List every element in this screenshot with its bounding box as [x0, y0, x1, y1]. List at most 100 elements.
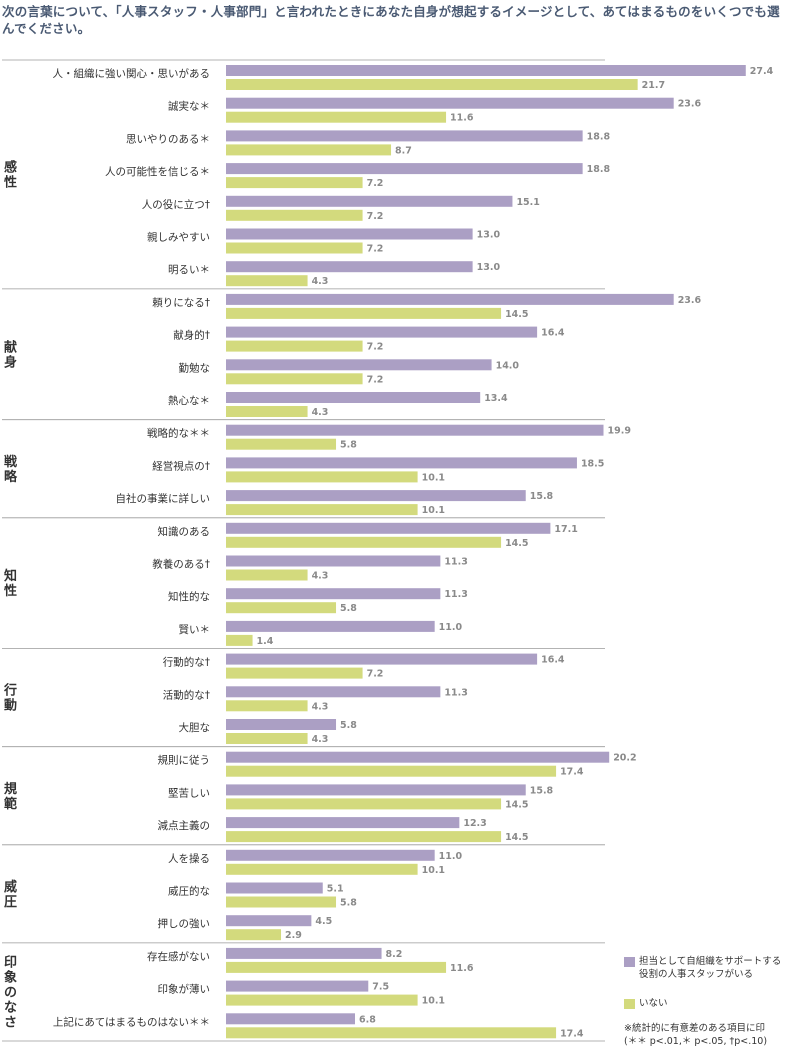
data-label-series1: 4.5 [315, 916, 332, 927]
bar-series2 [226, 602, 337, 614]
group-label: 戦略 [4, 454, 18, 485]
legend-label-series1: 担当として自組織をサポートする役割の人事スタッフがいる [639, 956, 782, 980]
data-label-series1: 14.0 [496, 360, 520, 371]
data-label-series1: 18.5 [581, 458, 604, 469]
category-label: 活動的な† [163, 688, 210, 701]
bar-series1 [226, 849, 435, 861]
bar-series2 [226, 438, 337, 450]
legend-label-series2: いない [639, 998, 668, 1009]
chart-title: 次の言葉について、「人事スタッフ・人事部門」と言われたときにあなた自身が想起する… [2, 4, 780, 36]
bar-series1 [226, 555, 441, 567]
bar-series1 [226, 620, 435, 632]
data-label-series2: 17.4 [560, 1028, 584, 1039]
category-label: 堅苦しい [168, 786, 210, 799]
data-label-series2: 5.8 [340, 898, 357, 909]
data-label-series2: 4.3 [312, 276, 329, 287]
category-label: 知性的な [168, 590, 210, 603]
bar-series1 [226, 490, 526, 502]
data-label-series1: 13.0 [477, 262, 501, 273]
category-label: 教養のある† [152, 558, 210, 571]
data-label-series1: 19.9 [608, 426, 631, 437]
data-label-series2: 14.5 [505, 799, 528, 810]
data-label-series1: 5.8 [340, 720, 357, 731]
bar-series1 [226, 915, 312, 927]
bar-series2 [226, 798, 502, 810]
category-label: 威圧的な [168, 885, 210, 898]
bar-series2 [226, 471, 418, 483]
group-label: 印象のなさ [4, 955, 17, 1030]
data-label-series1: 16.4 [541, 655, 565, 666]
bar-series2 [226, 536, 502, 548]
data-label-series1: 11.3 [444, 557, 467, 568]
data-label-series2: 21.7 [642, 80, 665, 91]
data-label-series2: 10.1 [422, 505, 445, 516]
legend-swatch-series1 [624, 957, 635, 967]
bar-series1 [226, 817, 460, 829]
data-label-series2: 7.2 [367, 669, 384, 680]
category-label: 親しみやすい [147, 231, 210, 244]
data-label-series2: 11.6 [450, 113, 474, 124]
data-label-series1: 15.1 [516, 197, 539, 208]
bar-series1 [226, 457, 577, 469]
data-label-series2: 7.2 [367, 244, 384, 255]
data-label-series2: 10.1 [422, 865, 445, 876]
bar-series1 [226, 130, 583, 142]
bar-series1 [226, 195, 513, 207]
bar-series2 [226, 765, 557, 777]
bar-series2 [226, 307, 502, 319]
data-label-series2: 17.4 [560, 767, 584, 778]
data-label-series1: 15.8 [530, 785, 554, 796]
data-label-series2: 1.4 [257, 636, 274, 647]
data-label-series1: 8.2 [386, 949, 403, 960]
bar-series2 [226, 961, 447, 973]
bar-series1 [226, 719, 337, 730]
data-label-series1: 11.3 [444, 589, 467, 600]
bar-series2 [226, 406, 308, 417]
category-label: 勤勉な [179, 361, 211, 374]
data-label-series1: 13.4 [484, 393, 508, 404]
bar-series1 [226, 293, 674, 305]
category-label: 知識のある [158, 525, 211, 538]
data-label-series1: 18.8 [587, 164, 611, 175]
category-label: 戦略的な＊＊ [147, 427, 210, 440]
data-label-series2: 7.2 [367, 374, 384, 385]
bar-series2 [226, 1027, 557, 1039]
bar-series1 [226, 980, 369, 992]
category-label: 大胆な [179, 721, 211, 734]
data-label-series2: 5.8 [340, 603, 357, 614]
group-label: 感性 [4, 159, 17, 190]
category-label: 規則に従う [158, 754, 211, 767]
category-label: 頼りになる† [152, 297, 210, 309]
data-label-series2: 2.9 [285, 930, 302, 941]
bar-series2 [226, 634, 253, 646]
data-label-series1: 16.4 [541, 328, 565, 339]
bar-series2 [226, 994, 418, 1006]
bar-series2 [226, 79, 638, 90]
bar-series1 [226, 326, 538, 338]
data-label-series1: 7.5 [372, 982, 389, 993]
data-label-series1: 13.0 [477, 230, 501, 241]
bar-series2 [226, 569, 308, 581]
category-label: 人を操る [168, 852, 210, 865]
category-label: 経営視点の† [152, 459, 210, 472]
data-label-series1: 18.8 [587, 131, 611, 142]
data-label-series1: 6.8 [359, 1014, 376, 1025]
bar-series2 [226, 111, 447, 123]
category-label: 明るい＊ [168, 264, 210, 276]
data-label-series1: 5.1 [327, 884, 344, 895]
data-label-series2: 14.5 [505, 309, 528, 320]
group-label: 献身 [4, 339, 17, 370]
bar-series2 [226, 144, 392, 156]
significance-note-line1: ※統計的に有意差のある項目に印 [624, 1023, 765, 1034]
category-label: 人の可能性を信じる＊ [105, 165, 210, 178]
bar-series1 [226, 947, 382, 959]
bar-series2 [226, 831, 502, 843]
data-label-series2: 8.7 [395, 145, 412, 156]
group-label: 威圧 [4, 879, 17, 910]
bar-series1 [226, 261, 473, 273]
data-label-series1: 11.0 [439, 851, 463, 862]
bar-series1 [226, 588, 441, 600]
data-label-series2: 14.5 [505, 832, 528, 843]
data-label-series2: 14.5 [505, 538, 528, 549]
